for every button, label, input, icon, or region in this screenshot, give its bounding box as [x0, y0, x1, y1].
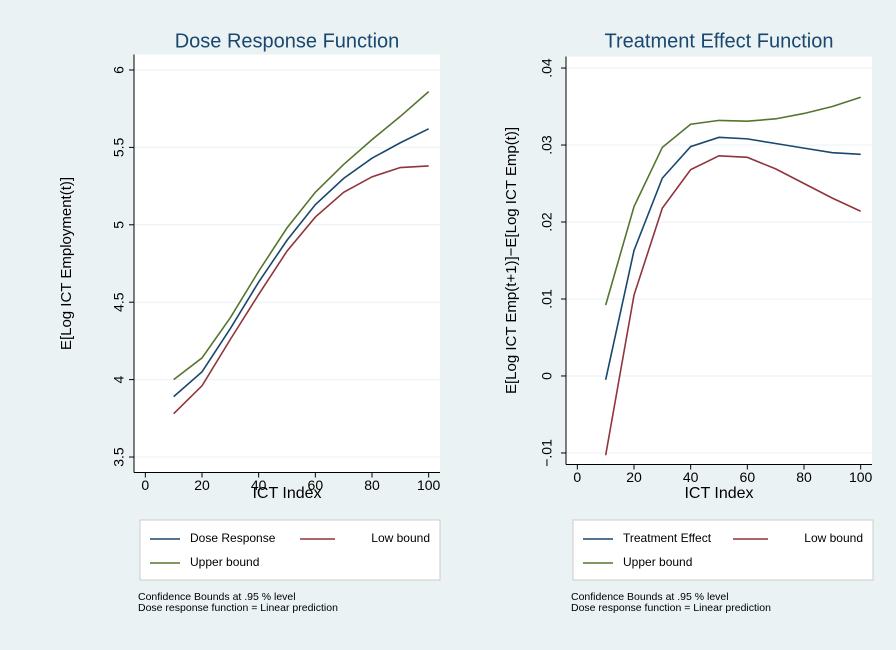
y-axis-title: E[Log ICT Employment(t)] [58, 177, 75, 350]
plot-area [566, 56, 872, 465]
y-tick-label: 0 [539, 372, 555, 380]
legend-label: Low bound [804, 531, 863, 545]
legend-label: Dose Response [190, 531, 276, 545]
x-tick-label: 20 [194, 477, 210, 493]
plot-area [134, 54, 440, 473]
legend-label: Low bound [371, 531, 430, 545]
legend-label: Upper bound [190, 555, 259, 569]
x-tick-label: 100 [417, 477, 441, 493]
x-tick-label: 60 [308, 477, 324, 493]
data-line [173, 91, 430, 381]
y-tick-label: 4 [111, 376, 127, 384]
y-tick-label: .03 [539, 135, 555, 155]
x-tick-label: 40 [683, 469, 699, 485]
note: Confidence Bounds at .95 % level [138, 591, 296, 603]
y-tick-label: 5 [111, 221, 127, 229]
x-tick-label: 20 [626, 469, 642, 485]
x-axis-title: ICT Index [684, 485, 753, 502]
y-tick-label: 4.5 [111, 292, 127, 312]
data-line [604, 154, 862, 456]
y-tick-label: 5.5 [111, 137, 127, 157]
legend [572, 519, 874, 581]
data-line [173, 165, 429, 415]
data-line [173, 128, 430, 398]
y-tick-label: −.01 [539, 439, 555, 467]
note: Confidence Bounds at .95 % level [571, 591, 729, 603]
chart-title: Treatment Effect Function [605, 30, 834, 52]
y-tick-label: 3.5 [111, 447, 127, 467]
note: Dose response function = Linear predicti… [138, 602, 338, 614]
y-tick-label: .02 [539, 212, 555, 232]
y-tick-label: 6 [111, 66, 127, 74]
note: Dose response function = Linear predicti… [571, 602, 771, 614]
y-tick-label: .04 [539, 58, 555, 78]
legend-label: Treatment Effect [623, 531, 712, 545]
chart-title: Dose Response Function [175, 30, 400, 52]
x-tick-label: 0 [141, 477, 149, 493]
x-tick-label: 80 [796, 469, 812, 485]
data-line [604, 96, 861, 306]
x-tick-label: 40 [251, 477, 267, 493]
legend [139, 519, 441, 581]
data-line [604, 136, 861, 380]
x-tick-label: 0 [573, 469, 581, 485]
x-tick-label: 60 [740, 469, 756, 485]
legend-label: Upper bound [623, 555, 692, 569]
y-axis-title: E[Log ICT Emp(t+1)]−E[Log ICT Emp(t)] [503, 127, 520, 394]
y-tick-label: .01 [539, 289, 555, 309]
x-axis-title: ICT Index [252, 485, 321, 502]
x-tick-label: 100 [849, 469, 873, 485]
x-tick-label: 80 [364, 477, 380, 493]
